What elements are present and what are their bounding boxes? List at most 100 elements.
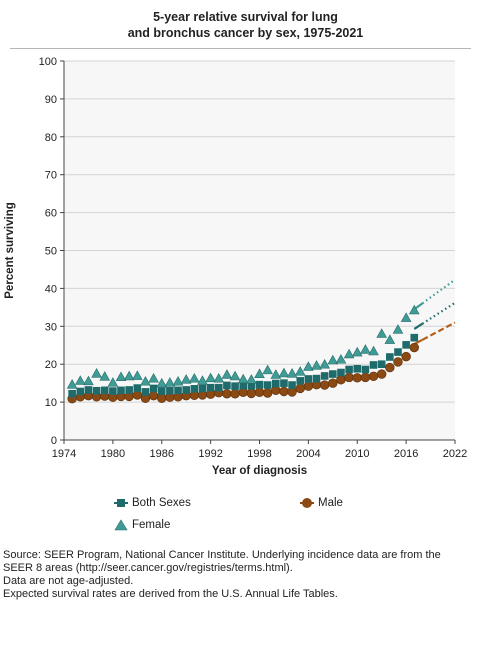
data-point-female [246, 374, 257, 384]
data-point-both-sexes [133, 384, 142, 392]
data-point-both-sexes [386, 353, 394, 361]
x-tick-label: 1998 [247, 448, 271, 460]
data-point-both-sexes [369, 361, 378, 369]
data-point-female [311, 360, 322, 370]
data-point-male [344, 372, 354, 383]
data-point-both-sexes [214, 383, 223, 392]
source-note: Source: SEER Program, National Cancer In… [3, 549, 488, 601]
data-point-female [254, 368, 265, 378]
x-tick-label: 1992 [198, 448, 222, 460]
data-point-male [328, 378, 338, 388]
y-tick-label: 50 [45, 246, 57, 258]
title-divider [10, 48, 471, 49]
data-point-male [295, 383, 305, 394]
triangle-marker-icon [114, 519, 128, 531]
projection-line-both-sexes [421, 301, 456, 325]
data-point-both-sexes [84, 386, 93, 394]
projection-line-male [421, 321, 456, 341]
chart-title-line-2: and bronchus cancer by sex, 1975-2021 [127, 26, 364, 40]
data-point-female [172, 376, 184, 386]
data-point-male [368, 371, 379, 382]
y-tick-label: 0 [51, 435, 57, 447]
data-point-both-sexes [247, 382, 256, 390]
data-point-male [222, 389, 232, 399]
y-tick-label: 20 [45, 359, 57, 371]
data-point-female [360, 344, 371, 354]
data-point-male [409, 342, 419, 353]
y-tick-label: 100 [39, 56, 57, 68]
data-point-female [237, 373, 249, 384]
legend-item-female[interactable]: Female [114, 519, 170, 531]
data-point-female [278, 367, 290, 378]
legend-item-both-sexes[interactable]: Both Sexes [114, 497, 191, 509]
x-tick-label: 1974 [52, 448, 76, 460]
square-marker-icon [114, 499, 128, 507]
data-point-male [157, 393, 167, 404]
legend-item-male[interactable]: Male [300, 497, 343, 509]
x-tick-label: 1980 [101, 448, 125, 460]
x-tick-label: 2004 [296, 448, 320, 460]
data-point-both-sexes [304, 375, 313, 383]
data-point-female [343, 348, 355, 359]
data-point-female [368, 345, 379, 356]
legend-label-male: Male [318, 497, 343, 509]
data-point-female [164, 377, 176, 387]
data-point-female [384, 334, 396, 344]
data-point-both-sexes [223, 381, 231, 390]
data-point-both-sexes [206, 383, 215, 392]
source-line-1: Source: SEER Program, National Cancer In… [3, 549, 441, 561]
y-tick-label: 60 [45, 208, 57, 220]
data-point-both-sexes [329, 370, 337, 378]
data-point-both-sexes [166, 386, 174, 395]
data-point-female [132, 370, 143, 380]
data-point-both-sexes [239, 381, 248, 390]
data-point-male [246, 388, 257, 399]
data-point-male [360, 372, 371, 383]
data-point-both-sexes [377, 360, 386, 368]
data-point-both-sexes [320, 372, 329, 380]
line-chart: 0 10 20 30 40 50 60 70 80 90 100 1974 1980 1986 1992 19… [4, 56, 467, 477]
data-point-both-sexes [157, 387, 166, 395]
circle-marker-icon [300, 498, 314, 508]
data-point-female [351, 346, 363, 357]
data-point-female [400, 312, 412, 322]
data-point-female [294, 366, 306, 376]
data-point-male [401, 351, 411, 362]
data-point-both-sexes [76, 387, 85, 396]
data-point-both-sexes [271, 379, 280, 388]
data-point-female [115, 371, 127, 381]
data-point-both-sexes [149, 384, 158, 393]
data-point-male [385, 362, 395, 373]
data-point-both-sexes [182, 386, 190, 394]
x-tick-label: 2010 [345, 448, 369, 460]
data-point-both-sexes [337, 368, 345, 377]
data-point-both-sexes [190, 385, 199, 393]
data-point-both-sexes [402, 341, 410, 349]
chart-legend: Both Sexes Male Female [0, 494, 491, 538]
legend-label-female: Female [132, 519, 171, 531]
data-point-female [262, 364, 273, 375]
legend-label-both-sexes: Both Sexes [132, 497, 191, 509]
y-tick-label: 70 [45, 170, 57, 182]
source-line-4: Expected survival rates are derived from… [3, 588, 338, 600]
y-axis-label: Percent surviving [4, 202, 16, 299]
data-point-female [376, 328, 387, 338]
data-point-female [221, 369, 233, 379]
data-point-female [335, 354, 347, 364]
data-point-both-sexes [68, 389, 76, 398]
data-point-female [408, 304, 420, 315]
data-point-both-sexes [100, 386, 109, 395]
data-point-both-sexes [174, 386, 182, 395]
y-tick-label: 80 [45, 132, 57, 144]
data-point-both-sexes [231, 382, 239, 390]
chart-title: 5-year relative survival for lung and br… [0, 9, 491, 41]
y-tick-label: 90 [45, 94, 57, 106]
source-line-2: SEER 8 areas (http://seer.cancer.gov/reg… [3, 562, 293, 574]
data-point-male [303, 381, 314, 391]
data-point-female [205, 372, 216, 383]
data-point-male [279, 386, 289, 397]
x-tick-label: 2022 [443, 448, 467, 460]
data-point-female [286, 368, 298, 378]
chart-title-line-1: 5-year relative survival for lung [153, 10, 338, 24]
data-point-female [99, 371, 111, 381]
